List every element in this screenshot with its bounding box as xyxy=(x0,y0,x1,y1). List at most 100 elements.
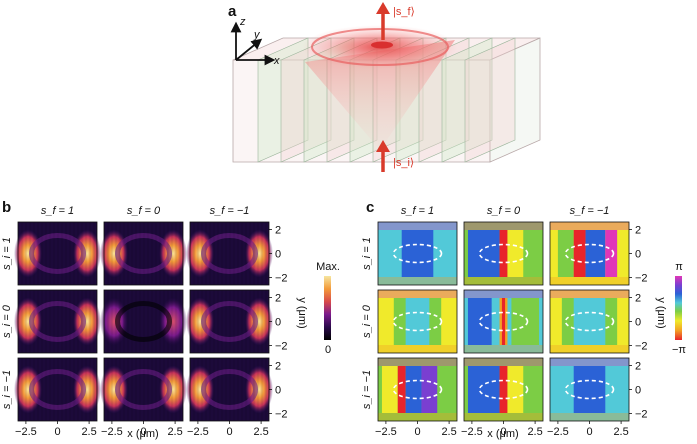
x-tick-label: 0 xyxy=(54,426,60,438)
y-tick-label: 0 xyxy=(635,249,641,261)
panel-b-colorbar xyxy=(324,276,331,340)
center-ring xyxy=(115,233,172,274)
edge-band xyxy=(550,290,629,298)
phase-band xyxy=(573,230,586,277)
y-tick-label: 0 xyxy=(275,317,281,329)
y-tick-label: −2 xyxy=(635,340,648,352)
y-tick-label: 0 xyxy=(275,385,281,397)
beam-waist-ellipse xyxy=(392,311,443,332)
beam-waist-ellipse xyxy=(392,243,443,264)
intensity-map xyxy=(100,221,187,286)
phase-band xyxy=(573,366,606,413)
map-frame xyxy=(103,221,184,286)
edge-band xyxy=(464,413,543,421)
row-label: s_i = 1 xyxy=(1,237,13,270)
edge-band xyxy=(378,345,457,353)
phase-band xyxy=(507,230,524,277)
column-label: s_f = 1 xyxy=(41,205,74,217)
edge-band xyxy=(550,277,629,285)
y-tick-label: 0 xyxy=(635,317,641,329)
phase-map xyxy=(377,289,458,354)
x-tick-label: 2.5 xyxy=(613,426,628,438)
phase-band xyxy=(501,298,506,345)
panel-b-colorbar-min: 0 xyxy=(325,344,331,356)
panel-a-letter: a xyxy=(228,3,237,20)
panel-c: c s_f = 1 s_f = 0 s_f = −1 s_i = 1 s_i = 0 s… xyxy=(361,199,686,440)
y-tick-label: 2 xyxy=(635,293,641,305)
edge-band xyxy=(550,222,629,230)
phase-map xyxy=(463,289,544,354)
x-tick-label: −2.5 xyxy=(375,426,397,438)
y-tick-label: −2 xyxy=(275,272,288,284)
row-label: s_i = −1 xyxy=(1,370,13,409)
phase-map xyxy=(463,357,544,422)
edge-band xyxy=(464,222,543,230)
x-tick-label: 2.5 xyxy=(253,426,268,438)
x-tick-label: 0 xyxy=(226,426,232,438)
column-label: s_f = −1 xyxy=(570,205,610,217)
x-tick-label: −2.5 xyxy=(547,426,569,438)
map-frame xyxy=(103,289,184,354)
center-ring xyxy=(201,369,258,410)
phase-band xyxy=(499,230,508,277)
phase-band xyxy=(421,366,438,413)
phase-band xyxy=(605,230,618,277)
phase-band xyxy=(557,230,574,277)
y-tick-label: −2 xyxy=(275,408,288,420)
row-label: s_i = −1 xyxy=(361,370,373,409)
center-ring xyxy=(201,233,258,274)
column-label: s_f = 0 xyxy=(127,205,161,217)
edge-band xyxy=(550,358,629,366)
y-tick-label: −2 xyxy=(275,340,288,352)
phase-band xyxy=(507,366,524,413)
panel-c-xlabel: x (μm) xyxy=(487,428,518,440)
phase-band xyxy=(573,298,606,345)
beam-waist-ellipse xyxy=(564,311,615,332)
y-tick-label: 2 xyxy=(275,293,281,305)
y-tick-label: 2 xyxy=(275,225,281,237)
edge-band xyxy=(378,413,457,421)
intensity-map xyxy=(186,289,273,354)
intensity-map xyxy=(186,357,273,422)
edge-band xyxy=(378,277,457,285)
edge-band xyxy=(378,222,457,230)
panel-c-ylabel: y (μm) xyxy=(655,297,667,328)
edge-band xyxy=(378,358,457,366)
axis-z-label: z xyxy=(239,16,246,28)
beam-waist-ellipse xyxy=(392,379,443,400)
map-frame xyxy=(17,221,98,286)
panel-b-ylabel: y (μm) xyxy=(296,297,308,328)
panel-c-colorbar-max: π xyxy=(675,261,683,273)
phase-band xyxy=(467,298,492,345)
phase-band xyxy=(397,366,406,413)
x-tick-label: 0 xyxy=(414,426,420,438)
arrow-bottom-label: |s_i⟩ xyxy=(393,157,414,169)
center-ring xyxy=(29,301,86,342)
phase-band xyxy=(467,230,500,277)
row-label: s_i = 0 xyxy=(361,304,373,338)
intensity-map xyxy=(186,221,273,286)
y-tick-label: 2 xyxy=(635,361,641,373)
phase-band xyxy=(401,230,434,277)
edge-band xyxy=(464,345,543,353)
intensity-map xyxy=(100,357,187,422)
column-label: s_f = −1 xyxy=(210,205,250,217)
light-cone xyxy=(305,40,455,150)
edge-band xyxy=(550,345,629,353)
axis-y-label: y xyxy=(253,29,261,41)
edge-band xyxy=(550,413,629,421)
center-ring xyxy=(115,301,172,342)
phase-band xyxy=(585,230,606,277)
phase-map xyxy=(549,221,630,286)
panel-c-colorbar-min: −π xyxy=(672,344,686,356)
phase-band xyxy=(467,366,500,413)
coord-axes xyxy=(230,21,276,66)
map-frame xyxy=(377,221,458,286)
x-tick-label: 0 xyxy=(140,426,146,438)
map-frame xyxy=(377,289,458,354)
y-tick-label: 0 xyxy=(275,249,281,261)
map-frame xyxy=(17,289,98,354)
x-tick-label: 0 xyxy=(500,426,506,438)
x-tick-label: −2.5 xyxy=(15,426,37,438)
center-ring xyxy=(29,233,86,274)
